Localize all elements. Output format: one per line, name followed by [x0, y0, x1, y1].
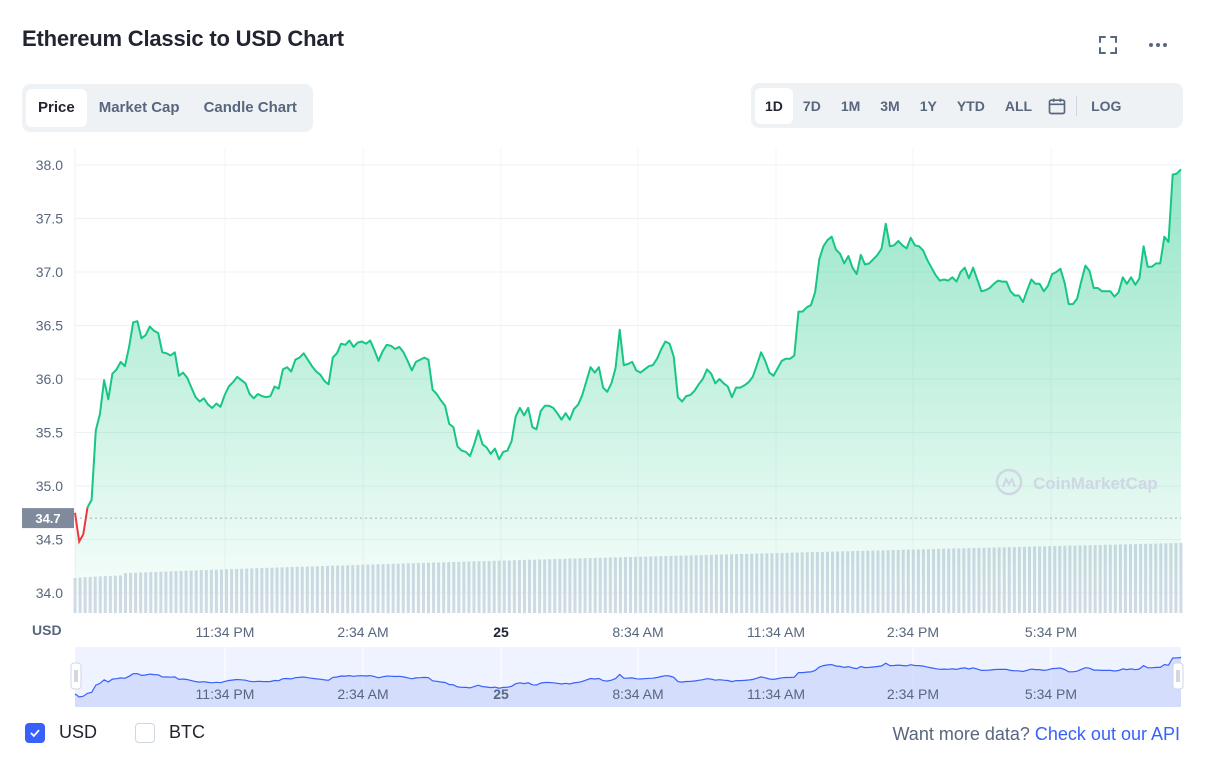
y-tick-label: 36.0 — [36, 371, 63, 387]
x-tick-label: 11:34 AM — [747, 624, 805, 640]
x-tick-label: 8:34 AM — [612, 624, 663, 640]
tab-price[interactable]: Price — [26, 89, 87, 127]
price-line-up — [86, 168, 1182, 508]
api-promo: Want more data? Check out our API — [892, 724, 1180, 745]
range-all[interactable]: ALL — [1004, 97, 1033, 114]
navigator-tick-label: 5:34 PM — [1025, 686, 1077, 702]
y-tick-label: 37.0 — [36, 264, 63, 280]
navigator-handle-right[interactable] — [1172, 662, 1184, 690]
y-tick-label: 35.0 — [36, 478, 63, 494]
open-price-label: 34.7 — [35, 511, 60, 526]
y-axis: 38.0 37.5 37.0 36.5 36.0 35.5 35.0 34.5 34.0 34.7… — [22, 157, 74, 638]
coinmarketcap-logo-mark — [1002, 476, 1016, 488]
y-tick-label: 34.5 — [36, 532, 63, 548]
price-area — [74, 168, 1182, 614]
range-ytd[interactable]: YTD — [956, 97, 985, 114]
y-tick-label: 35.5 — [36, 425, 63, 441]
price-area-fill — [75, 169, 1181, 614]
time-range-tabs: 1D 7D 1M 3M 1Y YTD ALL LOG — [751, 83, 1183, 128]
navigator-line — [74, 656, 1182, 698]
tab-market-cap[interactable]: Market Cap — [98, 99, 180, 116]
navigator-area — [75, 657, 1181, 707]
range-navigator[interactable]: 11:34 PM 2:34 AM 25 8:34 AM 11:34 AM 2:34 PM 5… — [70, 647, 1184, 707]
navigator-tick-label: 2:34 AM — [337, 686, 388, 702]
x-tick-label: 25 — [493, 624, 509, 640]
navigator-tick-label: 11:34 AM — [747, 686, 805, 702]
navigator-tick-label: 11:34 PM — [196, 686, 255, 702]
x-tick-label: 2:34 AM — [337, 624, 388, 640]
coinmarketcap-watermark: CoinMarketCap — [995, 468, 1158, 496]
x-tick-label: 2:34 PM — [887, 624, 939, 640]
more-horizontal-icon[interactable] — [1146, 33, 1170, 57]
y-axis-unit: USD — [32, 622, 62, 638]
range-1m[interactable]: 1M — [840, 97, 861, 114]
calendar-icon[interactable] — [1042, 88, 1072, 124]
y-tick-label: 34.0 — [36, 585, 63, 601]
navigator-handle-left[interactable] — [70, 662, 82, 690]
page-title: Ethereum Classic to USD Chart — [22, 26, 344, 51]
range-7d[interactable]: 7D — [802, 97, 821, 114]
usd-label: USD — [59, 722, 98, 742]
chart-type-tabs: Price Market Cap Candle Chart — [22, 84, 313, 132]
range-divider — [1076, 95, 1078, 116]
currency-usd-toggle[interactable]: USD — [25, 722, 97, 743]
watermark-text: CoinMarketCap — [1033, 474, 1158, 493]
api-prompt: Want more data? — [892, 724, 1030, 744]
currency-btc-toggle[interactable]: BTC — [135, 722, 205, 743]
navigator-tick-label: 8:34 AM — [612, 686, 663, 702]
x-axis: 11:34 PM 2:34 AM 25 8:34 AM 11:34 AM 2:34 PM 5… — [196, 624, 1078, 640]
btc-checkbox[interactable] — [135, 722, 155, 743]
y-tick-label: 37.5 — [36, 211, 63, 227]
btc-label: BTC — [169, 722, 205, 742]
tab-candle-chart[interactable]: Candle Chart — [203, 99, 297, 116]
x-tick-label: 11:34 PM — [196, 624, 255, 640]
x-tick-label: 5:34 PM — [1025, 624, 1077, 640]
log-scale-button[interactable]: LOG — [1091, 97, 1122, 114]
navigator-tick-label: 25 — [493, 686, 509, 702]
coinmarketcap-logo-icon — [995, 468, 1023, 496]
y-tick-label: 36.5 — [36, 318, 63, 334]
range-3m[interactable]: 3M — [880, 97, 900, 114]
expand-icon[interactable] — [1096, 33, 1120, 57]
open-price-badge — [22, 508, 74, 529]
price-chart: 38.0 37.5 37.0 36.5 36.0 35.5 35.0 34.5 34.0 34.7… — [22, 148, 1184, 707]
y-tick-label: 38.0 — [36, 157, 63, 173]
navigator-tick-label: 2:34 PM — [887, 686, 939, 702]
range-1y[interactable]: 1Y — [919, 97, 937, 114]
api-link[interactable]: Check out our API — [1034, 724, 1180, 744]
price-line-down — [74, 507, 89, 545]
range-1d[interactable]: 1D — [755, 87, 793, 124]
usd-checkbox[interactable] — [25, 722, 45, 743]
